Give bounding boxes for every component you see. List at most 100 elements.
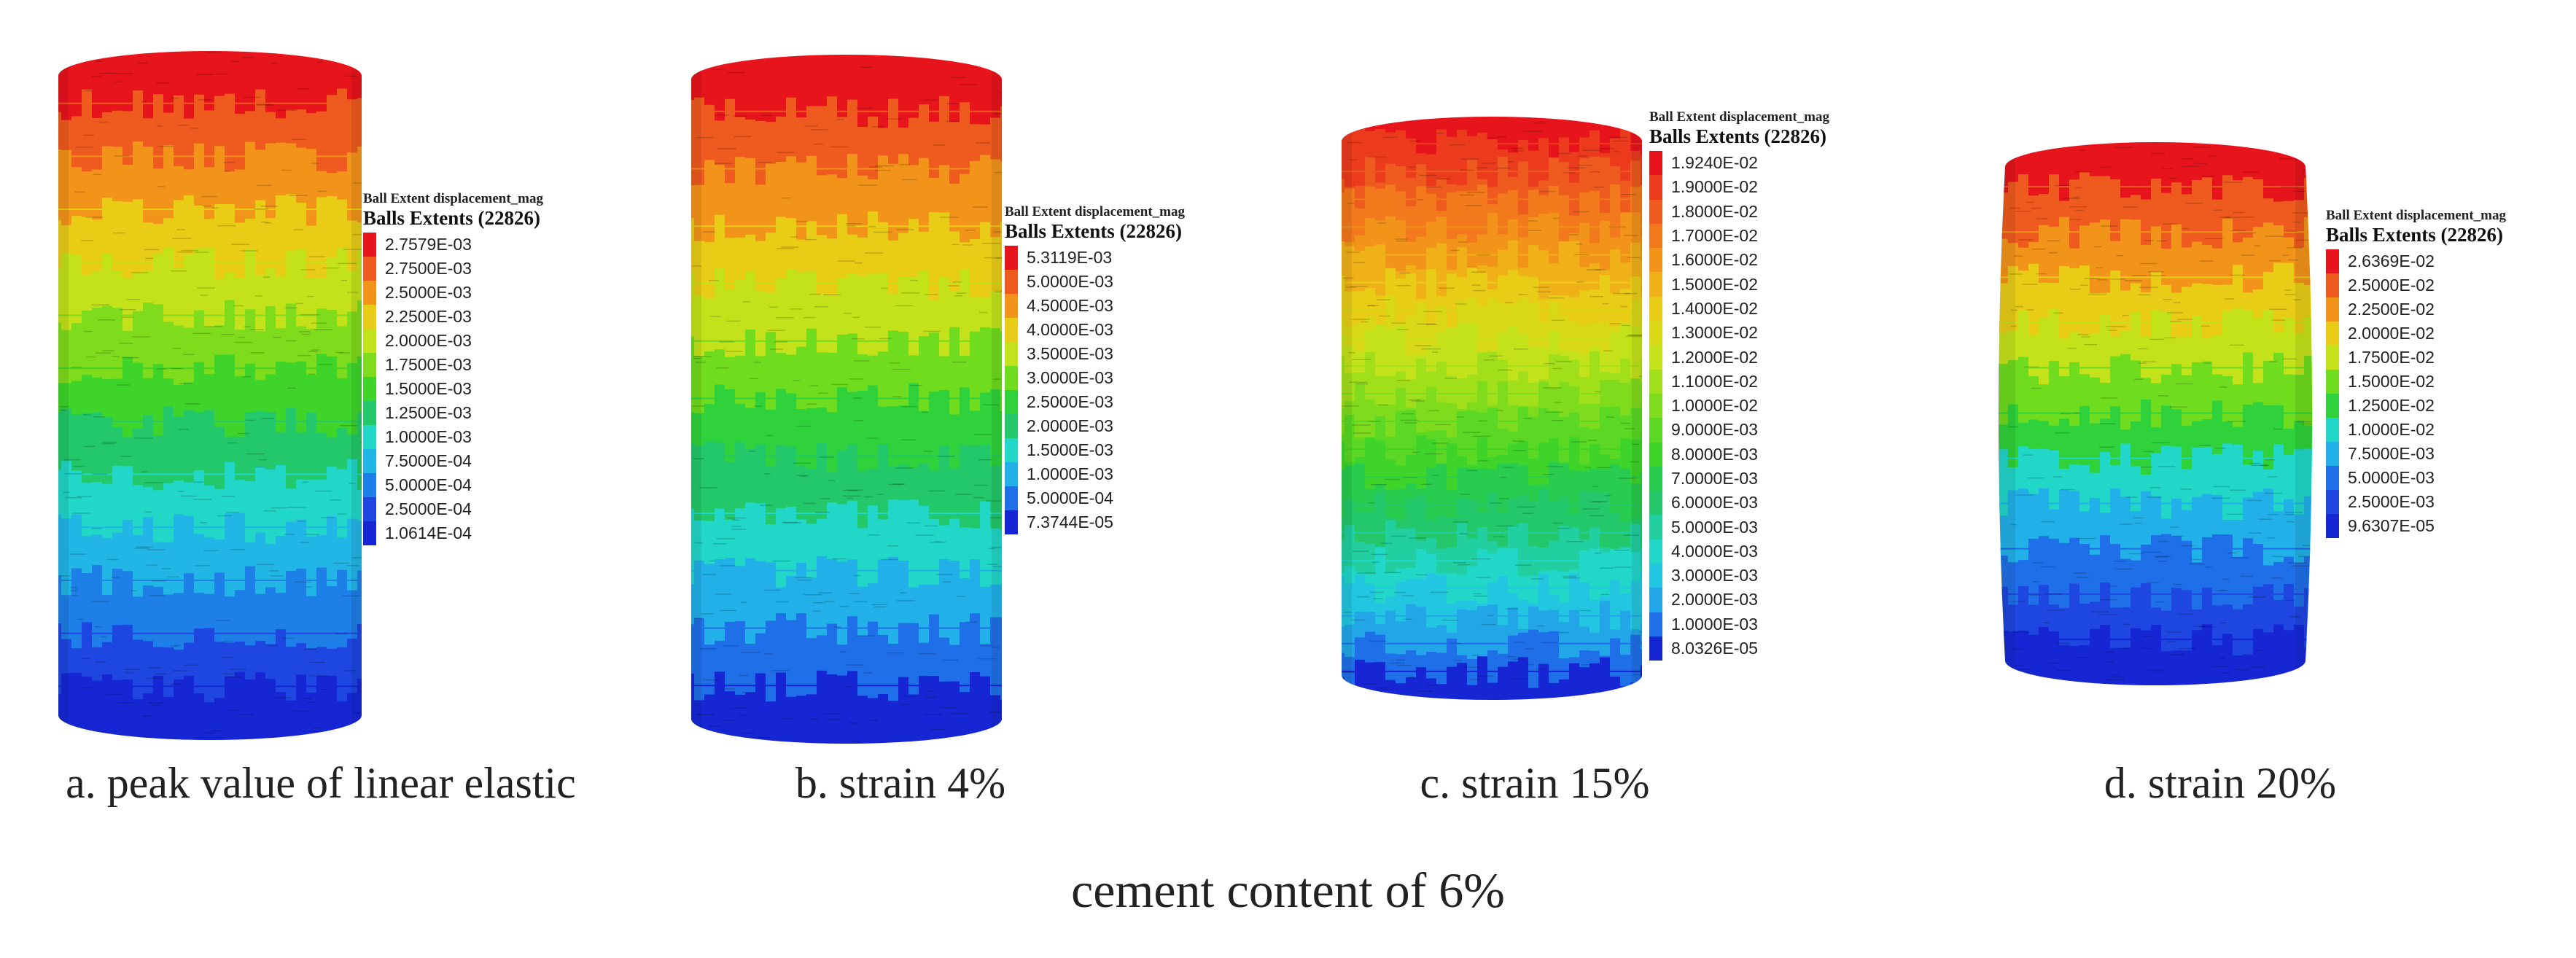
particle-block (2120, 219, 2131, 233)
particle-block (2212, 494, 2222, 505)
particle-block (306, 262, 316, 279)
particle-block (2233, 265, 2243, 279)
particle-edge (1571, 441, 1587, 443)
particle-edge (1528, 220, 1538, 222)
particle-edge (1373, 598, 1383, 599)
particle-edge (864, 326, 881, 328)
particle-edge (2230, 557, 2249, 558)
particle-block (2284, 549, 2294, 557)
particle-block (1406, 410, 1416, 423)
particle-block (1396, 311, 1406, 322)
particle-block (2202, 233, 2212, 246)
particle-block (225, 513, 235, 529)
legend-entry: 1.5000E-03 (1005, 438, 1185, 462)
specimen-cylinder-d (1999, 142, 2312, 685)
particle-edge (900, 704, 909, 706)
particle-block (2294, 187, 2304, 200)
particle-block (1538, 366, 1549, 380)
legend-swatch (1649, 491, 1662, 515)
particle-edge (1576, 243, 1583, 245)
particle-block (133, 141, 143, 157)
particle-edge (2016, 494, 2034, 496)
particle-edge (177, 125, 190, 126)
particle-block (133, 199, 143, 211)
particle-block (143, 475, 153, 488)
particle-edge (2166, 641, 2176, 642)
legend-value: 2.0000E-03 (1671, 590, 1758, 610)
particle-block (2049, 631, 2059, 640)
particle-edge (2189, 563, 2206, 565)
particle-block (745, 558, 755, 572)
particle-block (337, 634, 347, 647)
particle-block (1610, 138, 1620, 145)
particle-block (71, 470, 82, 475)
particle-block (255, 316, 265, 332)
particle-edge (2293, 190, 2306, 192)
particle-block (960, 686, 970, 693)
particle-edge (2198, 444, 2211, 446)
particle-block (1559, 227, 1569, 242)
particle-edge (833, 558, 847, 560)
particle-block (1385, 163, 1396, 173)
legend-swatch (1005, 270, 1018, 294)
particle-block (868, 686, 878, 698)
particle-block (1385, 671, 1396, 680)
particle-edge (1407, 676, 1415, 678)
particle-block (2243, 594, 2253, 604)
particle-block (2008, 631, 2018, 640)
particle-block (153, 528, 163, 542)
particle-block (112, 528, 122, 533)
particle-block (960, 268, 970, 284)
particle-block (153, 634, 163, 647)
particle-edge (952, 281, 962, 283)
particle-block (1406, 311, 1416, 316)
particle-block (2222, 504, 2233, 521)
particle-edge (1396, 284, 1411, 287)
particle-edge (1435, 424, 1451, 426)
particle-edge (1487, 615, 1494, 617)
particle-block (1528, 245, 1538, 256)
particle-edge (2233, 211, 2245, 214)
particle-block (755, 673, 766, 687)
particle-block (245, 634, 255, 646)
particle-edge (2297, 677, 2312, 678)
particle-block (122, 157, 133, 165)
particle-block (786, 156, 796, 170)
particle-edge (2055, 642, 2071, 644)
particle-edge (268, 644, 279, 647)
particle-block (1426, 222, 1436, 228)
particle-block (691, 443, 694, 457)
particle-edge (2149, 338, 2165, 340)
particle-block (235, 421, 245, 437)
particle-edge (1552, 522, 1563, 524)
particle-edge (1000, 289, 1002, 292)
particle-block (1498, 227, 1508, 235)
particle-block (296, 634, 306, 644)
particle-block (949, 399, 960, 415)
particle-block (61, 634, 71, 639)
particle-block (1406, 478, 1416, 483)
particle-block (715, 112, 725, 121)
particle-block (276, 142, 286, 157)
particle-block (61, 461, 71, 475)
particle-block (939, 165, 949, 170)
particle-block (174, 262, 184, 268)
particle-block (1396, 671, 1406, 684)
particle-edge (1552, 217, 1560, 219)
particle-block (970, 445, 980, 457)
legend-c: Ball Extent displacement_mag Balls Extent… (1649, 109, 1829, 661)
particle-block (1630, 634, 1641, 644)
particle-block (92, 634, 102, 647)
particle-block (1436, 533, 1447, 549)
particle-edge (2113, 560, 2126, 562)
particle-block (694, 284, 704, 296)
particle-edge (852, 397, 863, 399)
particle-block (367, 687, 378, 693)
particle-block (898, 276, 908, 284)
particle-edge (1346, 287, 1357, 288)
particle-block (2161, 311, 2171, 324)
particle-block (102, 104, 112, 113)
particle-block (2049, 594, 2059, 605)
particle-edge (2056, 669, 2071, 671)
particle-block (970, 671, 980, 687)
